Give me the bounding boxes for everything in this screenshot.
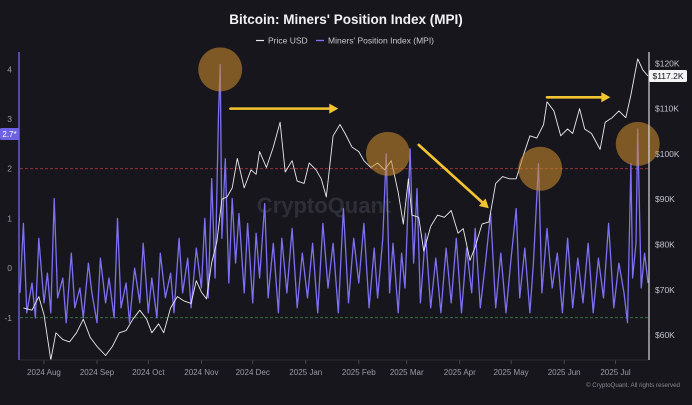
- x-tick-label: 2024 Dec: [236, 368, 270, 377]
- x-tick-label: 2025 Jan: [289, 368, 322, 377]
- series-layer: [19, 58, 649, 361]
- right-axis-ticks: $60K $70K $80K $90K $100K $110K $120K: [655, 58, 680, 340]
- left-tick-label: 0: [7, 263, 12, 273]
- mpi-series-line: [19, 63, 649, 324]
- highlight-circle: [198, 47, 243, 92]
- chart-title: Bitcoin: Miners' Position Index (MPI): [229, 12, 462, 27]
- annotation-arrow-head: [478, 198, 489, 209]
- left-tick-label: -1: [4, 313, 12, 323]
- x-tick-label: 2025 Jun: [548, 368, 581, 377]
- x-tick-label: 2024 Sep: [80, 368, 115, 377]
- left-current-value-box: [0, 127, 19, 140]
- annotation-arrow-shaft: [417, 143, 484, 204]
- legend-mpi-label: Miners' Position Index (MPI): [328, 36, 434, 46]
- right-tick-label: $120K: [655, 58, 680, 68]
- x-tick-label: 2024 Aug: [27, 368, 61, 377]
- right-current-value-box: [649, 70, 687, 83]
- left-tick-label: 1: [7, 213, 12, 223]
- left-tick-label: 3: [7, 114, 12, 124]
- price-series-line: [23, 58, 649, 361]
- highlight-circle: [615, 121, 660, 166]
- right-current-value-label: $117.2K: [652, 71, 683, 81]
- right-current-value-badge: $117.2K: [649, 70, 687, 83]
- x-tick-label: 2025 Jul: [600, 368, 630, 377]
- annotation-arrow-head: [329, 103, 339, 114]
- legend: Price USD Miners' Position Index (MPI): [256, 36, 434, 46]
- watermark: CryptoQuant: [257, 193, 392, 218]
- left-current-value-label: 2.7*: [2, 130, 16, 139]
- right-tick-label: $90K: [655, 194, 675, 204]
- x-axis-ticks: 2024 Aug 2024 Sep 2024 Oct 2024 Nov 2024 Dec…: [27, 360, 631, 377]
- annotation-layer: [198, 47, 660, 209]
- left-axis-ticks: -1 0 1 2 3 4: [4, 64, 12, 322]
- right-tick-label: $110K: [655, 104, 679, 114]
- credit-text: © CryptoQuant. All rights reserved: [586, 382, 681, 389]
- right-tick-label: $80K: [655, 240, 675, 250]
- right-tick-label: $60K: [655, 330, 675, 340]
- x-tick-label: 2024 Nov: [184, 368, 218, 377]
- x-tick-label: 2025 May: [494, 368, 529, 377]
- x-tick-label: 2025 Feb: [342, 368, 376, 377]
- right-tick-label: $70K: [655, 285, 675, 295]
- left-tick-label: 2: [7, 164, 12, 174]
- x-tick-label: 2025 Mar: [390, 368, 424, 377]
- left-current-value-badge: 2.7*: [0, 127, 19, 140]
- left-tick-label: 4: [7, 64, 12, 74]
- highlight-circle: [365, 131, 410, 176]
- highlight-circle: [518, 146, 563, 191]
- right-tick-label: $100K: [655, 149, 680, 159]
- legend-price-label: Price USD: [268, 36, 308, 46]
- annotation-arrow-head: [601, 92, 611, 103]
- x-tick-label: 2024 Oct: [132, 368, 165, 377]
- x-tick-label: 2025 Apr: [444, 368, 476, 377]
